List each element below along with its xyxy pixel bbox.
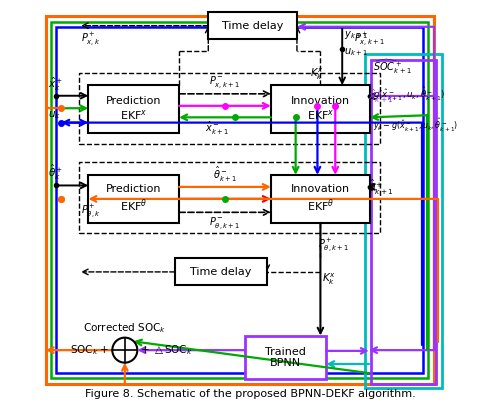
Text: $K_k^x$: $K_k^x$ xyxy=(310,66,323,82)
Bar xyxy=(175,258,266,285)
Text: + $\triangle$SOC$_k$: + $\triangle$SOC$_k$ xyxy=(140,343,193,357)
Text: $P_{\theta,k}^+$: $P_{\theta,k}^+$ xyxy=(81,202,100,220)
Text: $y_k-g(\hat{x}_{k+1}^-,u_k,\hat{\theta}_{k+1}^-)$: $y_k-g(\hat{x}_{k+1}^-,u_k,\hat{\theta}_… xyxy=(373,117,458,134)
Text: Innovation
EKF$^\theta$: Innovation EKF$^\theta$ xyxy=(291,184,350,214)
Text: $g(\hat{x}_{k+1}^-,u_k,\hat{\theta}_{k+1}^-)$: $g(\hat{x}_{k+1}^-,u_k,\hat{\theta}_{k+1… xyxy=(373,86,445,103)
Text: $K_k^x$: $K_k^x$ xyxy=(322,272,336,287)
Text: $\hat{\theta}_k^+$: $\hat{\theta}_k^+$ xyxy=(48,163,63,182)
Bar xyxy=(56,27,423,373)
Text: $P_{x,k+1}^-$: $P_{x,k+1}^-$ xyxy=(210,75,240,91)
Text: $\hat{x}_{k+1}^+$: $\hat{x}_{k+1}^+$ xyxy=(368,87,394,105)
Bar xyxy=(79,162,380,233)
Bar xyxy=(271,175,370,223)
Text: Innovation
EKF$^x$: Innovation EKF$^x$ xyxy=(291,96,350,122)
Text: Corrected SOC$_k$: Corrected SOC$_k$ xyxy=(84,321,166,334)
Text: $P_{\theta,k+1}^-$: $P_{\theta,k+1}^-$ xyxy=(209,216,240,232)
Text: Time delay: Time delay xyxy=(190,267,252,277)
Text: $P_{x,k}^+$: $P_{x,k}^+$ xyxy=(81,30,100,48)
Text: $\widehat{SOC}_{k+1}^+$: $\widehat{SOC}_{k+1}^+$ xyxy=(373,57,412,76)
Text: Prediction
EKF$^x$: Prediction EKF$^x$ xyxy=(106,96,162,122)
Bar xyxy=(88,175,179,223)
Text: $P_{x,k+1}^+$: $P_{x,k+1}^+$ xyxy=(354,30,386,48)
Bar xyxy=(364,54,442,388)
Bar xyxy=(271,85,370,133)
Bar xyxy=(208,12,297,39)
Text: Figure 8. Schematic of the proposed BPNN-DEKF algorithm.: Figure 8. Schematic of the proposed BPNN… xyxy=(84,389,415,399)
Text: $y_{k+1}$: $y_{k+1}$ xyxy=(344,29,368,41)
Text: SOC$_k$ +: SOC$_k$ + xyxy=(70,343,109,357)
Text: Time delay: Time delay xyxy=(222,21,284,31)
Bar xyxy=(245,336,326,379)
Text: Prediction
EKF$^\theta$: Prediction EKF$^\theta$ xyxy=(106,184,162,214)
Text: $P_{\theta,k+1}^+$: $P_{\theta,k+1}^+$ xyxy=(318,237,350,254)
Bar xyxy=(51,21,428,378)
Text: $\hat{\theta}_{k+1}^-$: $\hat{\theta}_{k+1}^-$ xyxy=(213,164,237,184)
Text: $\hat{\theta}_{k+1}^+$: $\hat{\theta}_{k+1}^+$ xyxy=(368,177,394,197)
Text: Trained
BPNN: Trained BPNN xyxy=(265,347,306,368)
Text: $u_{k+1}$: $u_{k+1}$ xyxy=(344,46,368,58)
Bar xyxy=(371,60,436,384)
Bar xyxy=(88,85,179,133)
Text: $\hat{x}_k^+$: $\hat{x}_k^+$ xyxy=(48,75,63,93)
Text: $u_k$: $u_k$ xyxy=(48,109,60,121)
Text: $\hat{x}_{k+1}^-$: $\hat{x}_{k+1}^-$ xyxy=(204,119,229,137)
Bar xyxy=(79,73,380,143)
